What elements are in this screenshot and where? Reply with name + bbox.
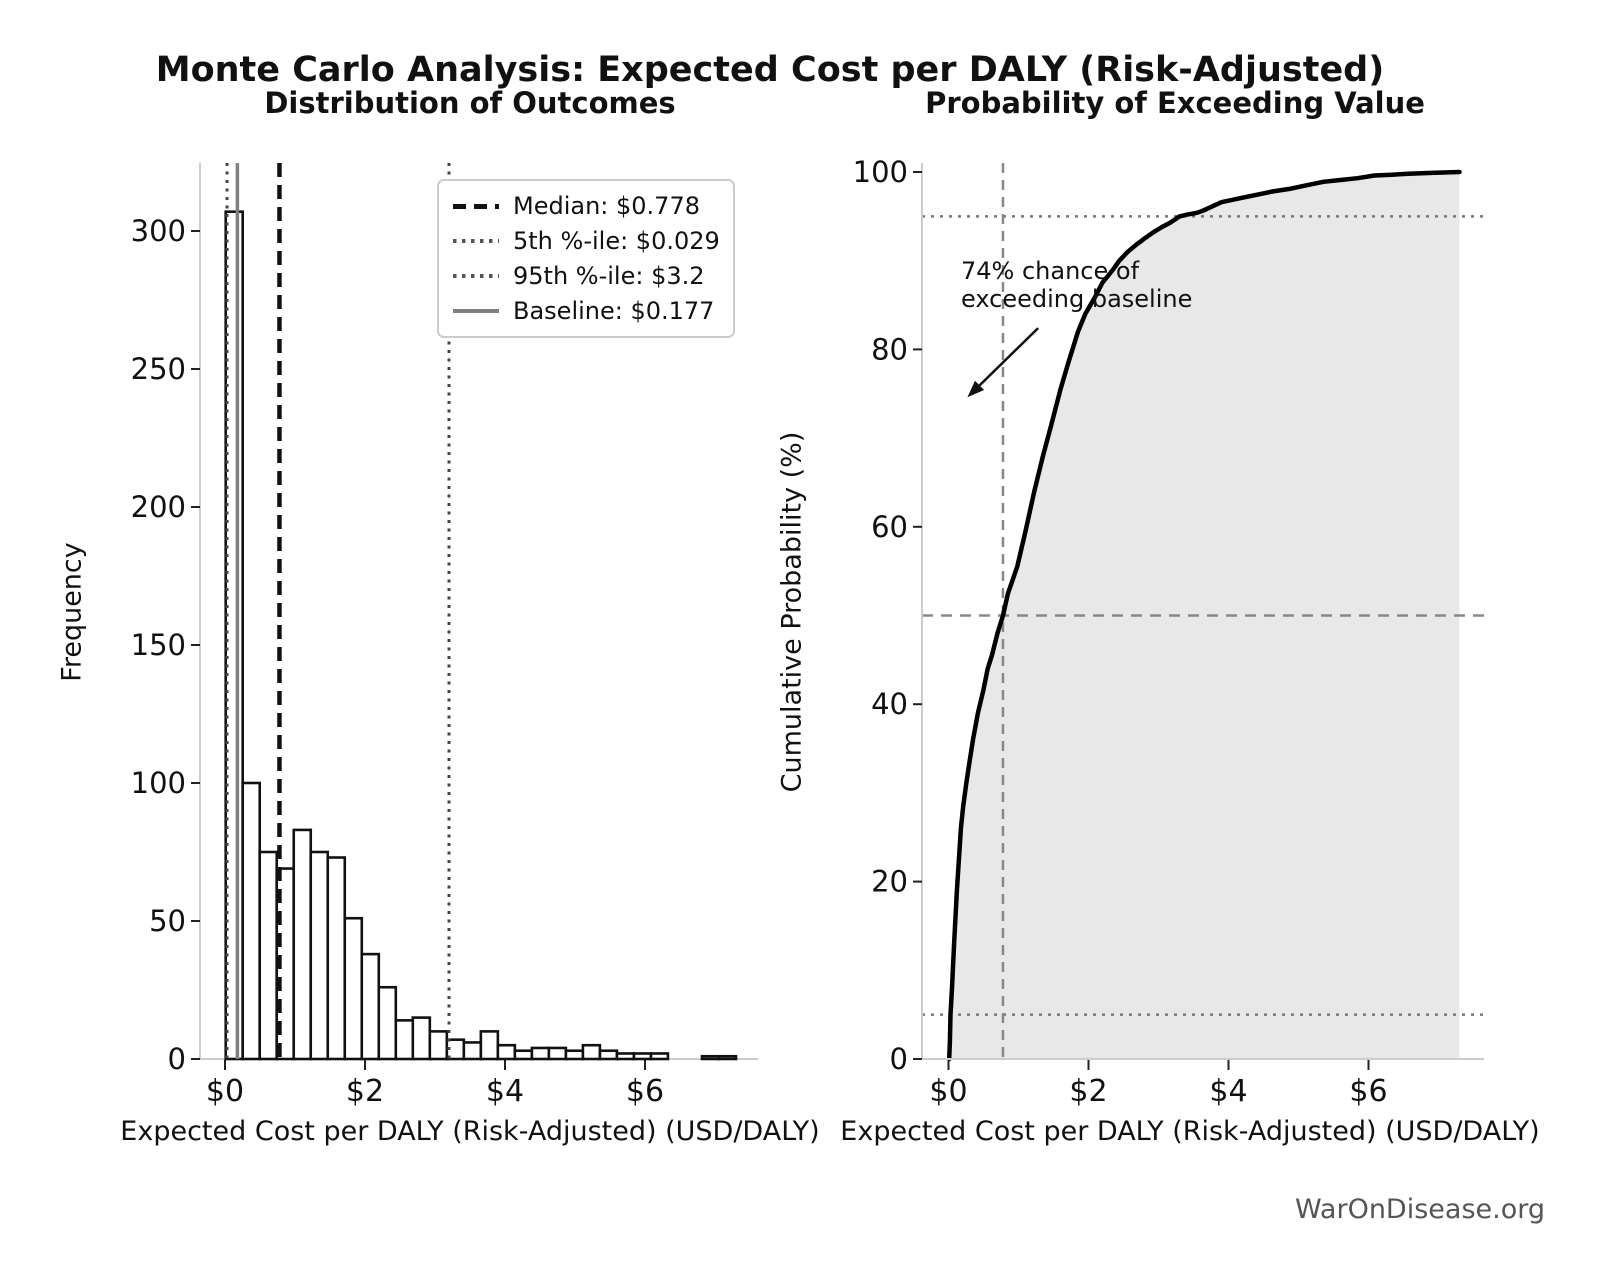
- legend-item-label: Median: $0.778: [513, 192, 700, 220]
- legend-line-sample-solid: [453, 309, 499, 313]
- histogram-ytick-label: 100: [131, 766, 186, 800]
- histogram-ytick-label: 300: [131, 214, 186, 248]
- legend-line-sample-dashed: [453, 203, 499, 209]
- histogram-xlabel: Expected Cost per DALY (Risk-Adjusted) (…: [120, 1116, 820, 1147]
- histogram-bar: [581, 1043, 602, 1061]
- cdf-xtick-label: $4: [1209, 1074, 1247, 1109]
- histogram-bar: [700, 1054, 721, 1061]
- legend-item: Median: $0.778: [453, 192, 719, 220]
- histogram-bar: [496, 1043, 517, 1061]
- cdf-xtick-label: $2: [1069, 1074, 1107, 1109]
- histogram-bar: [360, 952, 381, 1061]
- cdf-ytick-label: 40: [871, 687, 908, 721]
- cdf-ytick-label: 100: [853, 155, 908, 189]
- histogram-bar: [513, 1049, 534, 1061]
- cdf-curve: [946, 169, 1462, 1062]
- histogram-ytick-label: 150: [131, 628, 186, 662]
- histogram-ytick-label: 0: [168, 1042, 186, 1076]
- histogram-bar: [530, 1046, 551, 1061]
- legend-line-sample-dotted: [453, 239, 499, 243]
- histogram-bar: [377, 985, 398, 1061]
- cdf-ytick-label: 60: [871, 510, 908, 544]
- legend-line-sample-dotted: [453, 274, 499, 278]
- histogram-bar: [649, 1052, 670, 1061]
- histogram-xtick-label: $2: [346, 1074, 384, 1109]
- cdf-ytick-label: 80: [871, 332, 908, 366]
- histogram-bar: [292, 828, 313, 1061]
- histogram-bar: [598, 1049, 619, 1061]
- cdf-annotation: 74% chance of exceeding baseline: [961, 257, 1193, 314]
- histogram-title: Distribution of Outcomes: [264, 86, 676, 120]
- histogram-bar: [615, 1052, 636, 1061]
- histogram-bar: [394, 1019, 415, 1061]
- cdf-ytick-label: 0: [890, 1042, 908, 1076]
- cdf-ytick-label: 20: [871, 865, 908, 899]
- histogram-bar: [224, 210, 245, 1061]
- cdf-xtick-label: $0: [929, 1074, 967, 1109]
- histogram-bar: [564, 1049, 585, 1061]
- histogram-bar: [309, 850, 330, 1061]
- annotation-arrow-head: [967, 380, 985, 398]
- legend-item-label: Baseline: $0.177: [513, 297, 715, 325]
- histogram-bar: [462, 1041, 483, 1061]
- histogram-bar: [326, 856, 347, 1061]
- annotation-arrow-line: [978, 327, 1039, 387]
- histogram-ylabel: Frequency: [56, 542, 88, 682]
- histogram-bar: [547, 1046, 568, 1061]
- histogram-bar: [258, 850, 279, 1061]
- histogram-bar: [241, 781, 262, 1061]
- histogram-bar: [428, 1030, 449, 1061]
- histogram-bar: [479, 1030, 500, 1061]
- histogram-xtick-label: $6: [626, 1074, 664, 1109]
- watermark: WarOnDisease.org: [1294, 1194, 1545, 1225]
- legend-item: 95th %-ile: $3.2: [453, 262, 719, 290]
- histogram-bar: [411, 1016, 432, 1061]
- cdf-ylabel: Cumulative Probability (%): [776, 431, 808, 793]
- cdf-xlabel: Expected Cost per DALY (Risk-Adjusted) (…: [840, 1116, 1540, 1147]
- histogram-bar: [632, 1052, 653, 1061]
- histogram-ytick-label: 50: [149, 904, 186, 938]
- legend-item: 5th %-ile: $0.029: [453, 227, 720, 255]
- histogram-bar: [717, 1054, 738, 1061]
- figure-title: Monte Carlo Analysis: Expected Cost per …: [155, 50, 1385, 90]
- histogram-xtick-label: $0: [206, 1074, 244, 1109]
- histogram-xtick-label: $4: [486, 1074, 524, 1109]
- histogram-bar: [343, 916, 364, 1061]
- cdf-xtick-label: $6: [1349, 1074, 1387, 1109]
- cdf-fill-area: [949, 172, 1460, 1059]
- legend: Median: $0.778 5th %-ile: $0.029 95th %-il…: [437, 179, 735, 338]
- legend-item: Baseline: $0.177: [453, 297, 719, 325]
- cdf-title: Probability of Exceeding Value: [925, 86, 1425, 120]
- histogram-ytick-label: 250: [131, 352, 186, 386]
- legend-item-label: 5th %-ile: $0.029: [513, 227, 720, 255]
- legend-item-label: 95th %-ile: $3.2: [513, 262, 705, 290]
- histogram-ytick-label: 200: [131, 490, 186, 524]
